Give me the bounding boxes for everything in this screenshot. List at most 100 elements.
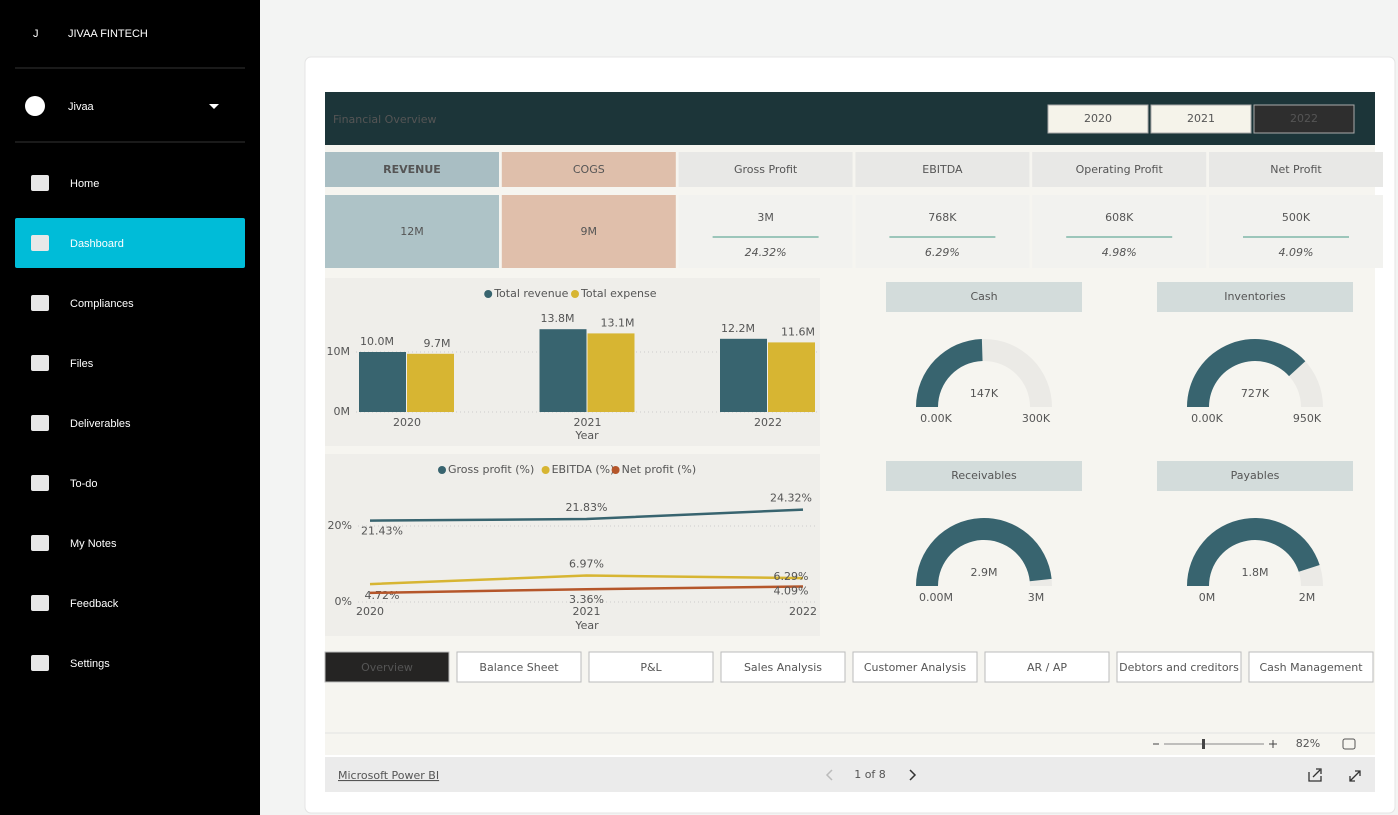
kpi-box: [855, 195, 1030, 268]
gauge-arc: [1187, 518, 1320, 586]
dropdown-caret[interactable]: [209, 104, 219, 109]
fit-icon[interactable]: [1342, 738, 1356, 750]
value-label: 4.72%: [365, 589, 400, 602]
gauge-title-box: [1157, 461, 1353, 491]
line-series: [369, 585, 804, 595]
kpi-value: 500K: [1282, 211, 1311, 224]
kpi-header: [855, 152, 1030, 187]
report-title: Financial Overview: [333, 113, 436, 126]
x-tick-label: 2021: [573, 605, 601, 618]
page-tab[interactable]: [1116, 651, 1242, 683]
page-indicator: 1 of 8: [854, 768, 886, 781]
value-label: 21.43%: [361, 525, 403, 538]
nav-item[interactable]: My Notes: [70, 538, 117, 550]
next-page[interactable]: [909, 769, 917, 781]
nav-icon: [31, 655, 49, 671]
user-name[interactable]: Jivaa: [68, 101, 95, 113]
kpi-value: 9M: [581, 225, 598, 238]
nav-item[interactable]: Deliverables: [70, 418, 131, 430]
gauge-value: 727K: [1241, 387, 1270, 400]
gauge-title-box: [886, 282, 1082, 312]
kpi-label: Gross Profit: [734, 163, 798, 176]
gauge-value: 1.8M: [1242, 566, 1269, 579]
y-tick-label: 0%: [335, 595, 352, 608]
value-label: 3.36%: [569, 593, 604, 606]
value-label: 13.8M: [541, 312, 575, 325]
legend-swatch: [571, 290, 579, 298]
kpi-label: Operating Profit: [1076, 163, 1164, 176]
page-tab[interactable]: [588, 651, 714, 683]
value-label: 24.32%: [770, 492, 812, 505]
kpi-value: 12M: [400, 225, 424, 238]
nav-icon: [31, 355, 49, 371]
kpi-header: [325, 152, 499, 187]
prev-page[interactable]: [825, 769, 833, 781]
page-tab[interactable]: [1248, 651, 1374, 683]
page-tab[interactable]: [324, 651, 450, 683]
brand-initial: J: [33, 28, 39, 40]
nav-icon: [31, 415, 49, 431]
x-tick-label: 2021: [574, 416, 602, 429]
kpi-label: COGS: [573, 163, 605, 176]
zoom-thumb[interactable]: [1202, 739, 1205, 749]
y-tick-label: 0M: [334, 405, 351, 418]
legend-swatch: [541, 466, 550, 474]
gauge-arc: [916, 518, 1052, 586]
kpi-value: 3M: [757, 211, 774, 224]
page-tab[interactable]: [720, 651, 846, 683]
gauge-value: 147K: [970, 387, 999, 400]
fullscreen-icon[interactable]: [1349, 770, 1361, 782]
nav-active: [15, 218, 245, 268]
zoom-plus[interactable]: [1269, 740, 1277, 748]
bar: [539, 329, 587, 412]
sidebar-content: J JIVAA FINTECH Jivaa Home Dashboard Complian…: [15, 28, 245, 671]
brand-name: JIVAA FINTECH: [68, 28, 148, 40]
page-tab[interactable]: [852, 651, 978, 683]
gauge-min: 0M: [1199, 591, 1216, 604]
zoom-level: 82%: [1296, 737, 1320, 750]
nav-item[interactable]: Home: [70, 178, 99, 190]
year-slicer[interactable]: [1150, 104, 1252, 134]
page-tab[interactable]: [984, 651, 1110, 683]
gauge-min: 0.00K: [1191, 412, 1223, 425]
page-tab-label: Cash Management: [1259, 661, 1363, 674]
kpi-box: [325, 195, 499, 268]
y-tick-label: 10M: [327, 345, 351, 358]
page-tab[interactable]: [456, 651, 582, 683]
page-tab-label: P&L: [640, 661, 662, 674]
gauge-title: Receivables: [951, 469, 1017, 482]
gauge-title: Payables: [1231, 469, 1280, 482]
kpi-header: [678, 152, 853, 187]
nav-item[interactable]: To-do: [70, 478, 98, 490]
nav-item[interactable]: Dashboard: [70, 238, 124, 250]
kpi-margin: 24.32%: [745, 246, 787, 259]
x-axis-label: Year: [574, 429, 599, 442]
nav-item[interactable]: Feedback: [70, 598, 119, 610]
legend-label: EBITDA (%): [552, 463, 615, 476]
share-icon[interactable]: [1308, 768, 1322, 782]
nav-icon: [31, 475, 49, 491]
kpi-header: [1032, 152, 1207, 187]
bar: [587, 333, 635, 412]
value-label: 4.09%: [774, 584, 809, 597]
year-slicer[interactable]: [1047, 104, 1149, 134]
bar: [720, 338, 767, 412]
kpi-box: [1032, 195, 1207, 268]
user-icon: [25, 96, 45, 116]
nav-icon: [31, 535, 49, 551]
year-slicer[interactable]: [1253, 104, 1355, 134]
powerbi-link[interactable]: Microsoft Power BI: [338, 769, 439, 782]
value-label: 6.29%: [774, 570, 809, 583]
legend-label: Gross profit (%): [448, 463, 534, 476]
x-tick-label: 2022: [789, 605, 817, 618]
legend-swatch: [438, 466, 446, 474]
kpi-box: [501, 195, 676, 268]
nav-item[interactable]: Compliances: [70, 298, 134, 310]
gauge-arc: [915, 339, 983, 407]
nav-item[interactable]: Files: [70, 358, 94, 370]
nav-item[interactable]: Settings: [70, 658, 110, 670]
value-label: 9.7M: [424, 337, 451, 350]
page-tab-label: Customer Analysis: [864, 661, 967, 674]
